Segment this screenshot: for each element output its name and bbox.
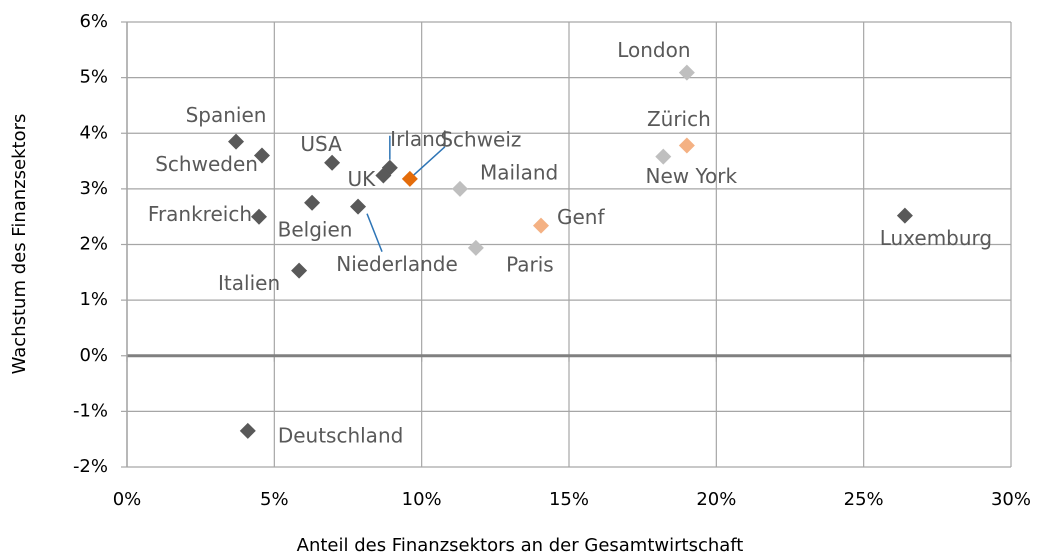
point-label: New York bbox=[645, 164, 737, 188]
point bbox=[228, 133, 245, 150]
x-tick-label: 20% bbox=[696, 489, 736, 510]
point-label: UK bbox=[347, 167, 376, 191]
point bbox=[678, 137, 695, 154]
x-axis-title: Anteil des Finanzsektors an der Gesamtwi… bbox=[297, 535, 744, 556]
point-label: Genf bbox=[557, 205, 605, 229]
x-tick-label: 10% bbox=[402, 489, 442, 510]
point-label: Spanien bbox=[186, 103, 267, 127]
y-tick-label: 2% bbox=[79, 234, 108, 255]
point-label: Niederlande bbox=[336, 252, 458, 276]
point-label: Belgien bbox=[278, 217, 353, 241]
point-label: Mailand bbox=[480, 160, 558, 184]
point bbox=[451, 180, 468, 197]
point-label: Deutschland bbox=[278, 423, 404, 447]
y-tick-label: -2% bbox=[73, 456, 108, 477]
x-tick-label: 5% bbox=[260, 489, 289, 510]
point-label: Italien bbox=[218, 271, 280, 295]
point bbox=[896, 207, 913, 224]
point bbox=[251, 208, 268, 225]
y-axis-title: Wachstum des Finanzsektors bbox=[9, 114, 30, 375]
y-tick-label: -1% bbox=[73, 400, 108, 421]
point-label: Frankreich bbox=[148, 202, 252, 226]
point bbox=[350, 198, 367, 215]
x-tick-label: 0% bbox=[113, 489, 142, 510]
y-tick-label: 0% bbox=[79, 345, 108, 366]
point-label: Paris bbox=[506, 252, 554, 276]
y-tick-label: 3% bbox=[79, 178, 108, 199]
leader-line bbox=[412, 146, 446, 177]
point bbox=[678, 64, 695, 81]
point bbox=[467, 239, 484, 256]
leader-line bbox=[366, 213, 383, 252]
y-tick-label: 1% bbox=[79, 289, 108, 310]
point-label: Schweden bbox=[155, 152, 258, 176]
point-label: London bbox=[617, 38, 690, 62]
y-tick-label: 6% bbox=[79, 11, 108, 32]
point bbox=[375, 167, 392, 184]
point bbox=[655, 148, 672, 165]
point bbox=[533, 217, 550, 234]
point bbox=[253, 147, 270, 164]
y-tick-label: 5% bbox=[79, 67, 108, 88]
point-label: Luxemburg bbox=[880, 226, 992, 250]
point-label: Irland bbox=[390, 127, 447, 151]
point-label: Zürich bbox=[647, 107, 711, 131]
point-label: USA bbox=[300, 132, 342, 156]
point-label: Schweiz bbox=[440, 127, 521, 151]
point bbox=[291, 262, 308, 279]
point bbox=[304, 194, 321, 211]
y-tick-label: 4% bbox=[79, 122, 108, 143]
x-tick-label: 30% bbox=[991, 489, 1031, 510]
point bbox=[324, 154, 341, 171]
point bbox=[239, 422, 256, 439]
x-tick-label: 25% bbox=[844, 489, 884, 510]
x-tick-label: 15% bbox=[549, 489, 589, 510]
point bbox=[401, 170, 418, 187]
